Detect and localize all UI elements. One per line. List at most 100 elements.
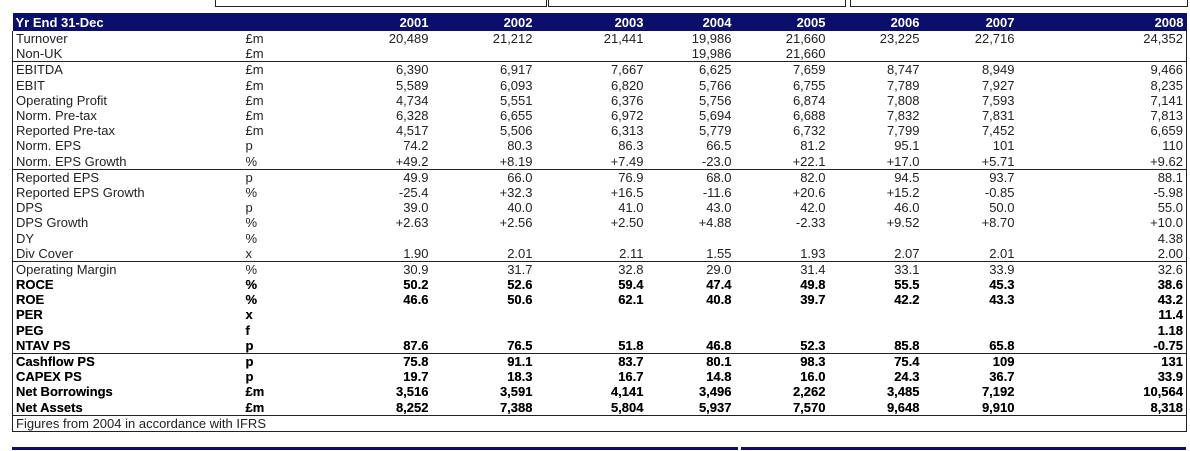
cell-2008: +9.62 xyxy=(1150,153,1183,169)
cell-2006: 85.8 xyxy=(894,337,920,353)
cell-2002: 3,591 xyxy=(499,384,533,400)
cell-2001 xyxy=(303,323,429,338)
cell-2004: +4.88 xyxy=(698,215,732,231)
row-unit: % xyxy=(245,184,258,200)
cell-2008: 2.00 xyxy=(1157,245,1183,261)
cell-2005: 1.93 xyxy=(800,245,826,261)
row-label: Norm. EPS xyxy=(16,138,82,154)
cell-2002: +32.3 xyxy=(499,184,533,200)
cell-2002 xyxy=(429,46,533,62)
table-row: Net Assets £m 8,252 7,388 5,804 5,937 7,570 9,6… xyxy=(13,400,1187,416)
cell-2008: 24,352 xyxy=(1143,31,1183,47)
cell-2002: 76.5 xyxy=(507,337,533,353)
row-unit: % xyxy=(245,277,258,293)
cell-2002: 31.7 xyxy=(507,261,533,277)
cell-2006: +9.52 xyxy=(886,215,920,231)
table-row: PER x 11.4 xyxy=(13,307,1187,322)
row-unit: f xyxy=(245,322,250,338)
cell-2002: 18.3 xyxy=(507,369,533,385)
table-row: Operating Margin% 30.9 31.7 32.8 29.0 31.4 33.… xyxy=(13,261,1187,277)
row-unit: p xyxy=(245,200,253,216)
cell-2007: 22,716 xyxy=(974,31,1015,47)
cell-2001: 20,489 xyxy=(388,31,429,47)
cell-2003: 6,376 xyxy=(610,92,644,108)
cell-2006: 55.5 xyxy=(894,277,920,293)
cell-2002: 2.01 xyxy=(507,245,533,261)
table-row: NTAV PS p 87.6 76.5 51.8 46.8 52.3 85.8 65.8 -0.7… xyxy=(13,338,1187,354)
table-row: Reported EPS p 49.9 66.0 76.9 68.0 82.0 94.5 93.… xyxy=(13,169,1187,185)
cell-2002: 40.0 xyxy=(507,200,533,216)
row-label: Reported EPS Growth xyxy=(16,184,145,200)
cell-2006: 94.5 xyxy=(894,169,920,185)
cell-2004: 68.0 xyxy=(706,169,732,185)
cell-2001: 4,517 xyxy=(395,123,429,139)
row-unit: £m xyxy=(245,108,264,124)
cell-2007: 7,192 xyxy=(981,384,1015,400)
row-label: Net Assets xyxy=(16,399,83,415)
cell-2003: 16.7 xyxy=(618,369,644,385)
cell-2004: 19,986 xyxy=(691,46,732,62)
row-label: Reported EPS xyxy=(16,169,100,185)
cell-2004: 46.8 xyxy=(706,337,732,353)
cell-2008: 7,813 xyxy=(1150,108,1183,124)
cell-2004: -11.6 xyxy=(702,184,732,200)
cell-2002: +2.56 xyxy=(499,215,533,231)
cell-2001: 39.0 xyxy=(403,200,429,216)
cell-2006: +15.2 xyxy=(886,184,920,200)
cell-2004 xyxy=(644,307,732,322)
year-header-2004: 2004 xyxy=(643,13,732,31)
row-label: Turnover xyxy=(16,31,68,47)
table-row: Operating Profit £m 4,734 5,551 6,376 5,756 6,… xyxy=(13,93,1187,108)
cell-2005 xyxy=(732,307,826,322)
cell-2008: 10,564 xyxy=(1143,384,1183,400)
row-unit: % xyxy=(245,215,258,231)
row-label: NTAV PS xyxy=(16,337,71,353)
year-header-2007: 2007 xyxy=(919,13,1015,31)
cell-2007: 101 xyxy=(992,138,1015,154)
cell-2001: +2.63 xyxy=(395,215,429,231)
row-label: ROE xyxy=(16,292,45,308)
cell-2006: 7,789 xyxy=(886,77,920,93)
cell-2007: 7,452 xyxy=(981,123,1015,139)
row-unit: p xyxy=(245,354,254,370)
cell-2004: 5,937 xyxy=(698,399,732,415)
cell-2007: 9,910 xyxy=(981,399,1015,415)
cell-2007: 2.01 xyxy=(989,245,1015,261)
row-label: Norm. EPS Growth xyxy=(16,153,127,169)
cell-2008: 110 xyxy=(1162,138,1183,154)
cell-2002: 5,506 xyxy=(499,123,533,139)
row-unit: % xyxy=(245,153,258,169)
cell-2002: 6,093 xyxy=(499,77,533,93)
cell-2002: 6,917 xyxy=(499,62,533,78)
cell-2004: 6,625 xyxy=(698,62,732,78)
cell-2008: 9,466 xyxy=(1150,62,1183,78)
cell-2005: 39.7 xyxy=(800,292,826,308)
year-header-2002: 2002 xyxy=(428,13,533,31)
cell-2003: +16.5 xyxy=(610,184,644,200)
row-label: Non-UK xyxy=(16,46,63,62)
row-unit: £m xyxy=(245,46,264,62)
cell-2007: 7,593 xyxy=(981,92,1015,108)
cell-2007 xyxy=(920,323,1015,338)
cell-2001: 30.9 xyxy=(403,261,429,277)
row-label: Operating Margin xyxy=(16,261,117,277)
row-group: Reported EPS p 49.9 66.0 76.9 68.0 82.0 94.5 93.… xyxy=(12,169,1187,262)
cell-2001: 6,328 xyxy=(395,108,429,124)
row-unit: £m xyxy=(245,123,264,139)
cell-2002: 80.3 xyxy=(507,138,533,154)
cell-2001: -25.4 xyxy=(398,184,429,200)
cell-2001 xyxy=(303,46,429,62)
cell-2001: 50.2 xyxy=(403,277,429,293)
row-unit: £m xyxy=(245,92,264,108)
cell-2005: 52.3 xyxy=(800,337,826,353)
cell-2008 xyxy=(1015,46,1187,62)
table-row: DPS Growth% +2.63 +2.56 +2.50 +4.88 -2.33 +9.5… xyxy=(13,215,1187,230)
cell-2006: 95.1 xyxy=(894,138,920,154)
cell-2006: 7,808 xyxy=(886,92,920,108)
cell-2004: 19,986 xyxy=(691,31,732,47)
table-row: Div Cover x 1.90 2.01 2.11 1.55 1.93 2.07 2.01 2.… xyxy=(13,246,1187,262)
cell-2004: 5,694 xyxy=(698,108,732,124)
cell-2003: 5,804 xyxy=(610,399,644,415)
cell-2001: 49.9 xyxy=(403,169,429,185)
row-unit: p xyxy=(245,337,254,353)
